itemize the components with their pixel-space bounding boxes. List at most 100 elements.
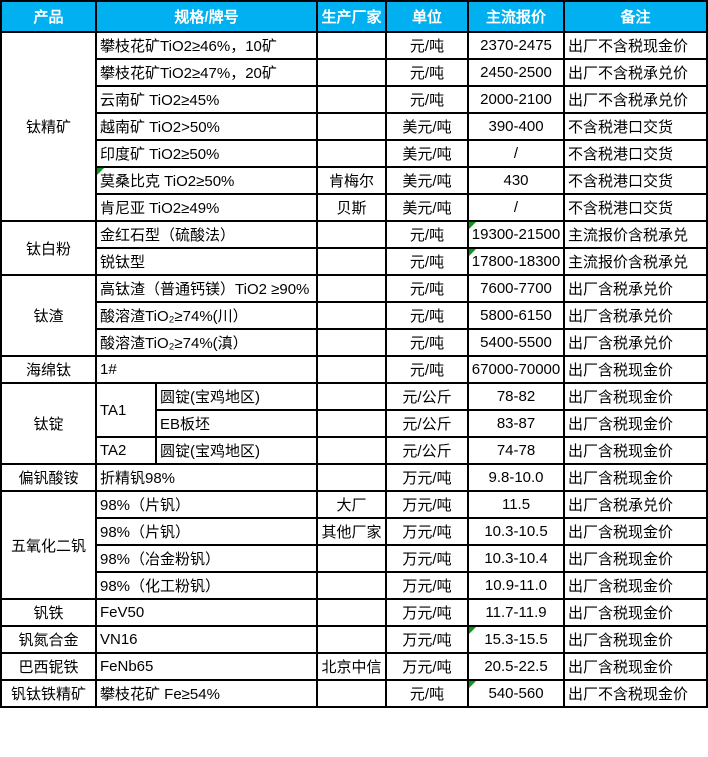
manufacturer-cell[interactable]	[316, 571, 388, 600]
unit-cell[interactable]: 万元/吨	[385, 490, 470, 519]
note-cell[interactable]: 出厂不含税承兑价	[563, 58, 708, 87]
col-header-spec[interactable]: 规格/牌号	[94, 0, 319, 33]
grade-cell[interactable]: TA2	[95, 436, 157, 465]
unit-cell[interactable]: 元/吨	[385, 328, 470, 357]
manufacturer-cell[interactable]: 北京中信	[316, 652, 388, 681]
shape-cell[interactable]: EB板坯	[154, 409, 319, 438]
manufacturer-cell[interactable]	[316, 382, 388, 411]
unit-cell[interactable]: 美元/吨	[385, 166, 470, 195]
manufacturer-cell[interactable]	[316, 436, 388, 465]
note-cell[interactable]: 出厂含税现金价	[563, 382, 708, 411]
price-cell[interactable]: 10.9-11.0	[467, 571, 566, 600]
price-cell[interactable]: 11.5	[467, 490, 566, 519]
manufacturer-cell[interactable]	[316, 463, 388, 492]
manufacturer-cell[interactable]	[316, 301, 388, 330]
manufacturer-cell[interactable]	[316, 409, 388, 438]
note-cell[interactable]: 不含税港口交货	[563, 112, 708, 141]
price-cell[interactable]: 9.8-10.0	[467, 463, 566, 492]
note-cell[interactable]: 不含税港口交货	[563, 193, 708, 222]
unit-cell[interactable]: 万元/吨	[385, 625, 470, 654]
product-cell[interactable]: 钛精矿	[0, 31, 97, 222]
grade-cell[interactable]: TA1	[95, 382, 157, 438]
price-cell[interactable]: 67000-70000	[467, 355, 566, 384]
note-cell[interactable]: 不含税港口交货	[563, 139, 708, 168]
note-cell[interactable]: 主流报价含税承兑	[563, 247, 708, 276]
spec-cell[interactable]: 98%（化工粉钒）	[94, 571, 319, 600]
product-cell[interactable]: 钛白粉	[0, 220, 97, 276]
manufacturer-cell[interactable]	[316, 220, 388, 249]
manufacturer-cell[interactable]	[316, 328, 388, 357]
spec-cell[interactable]: 98%（片钒）	[94, 517, 319, 546]
note-cell[interactable]: 出厂含税现金价	[563, 409, 708, 438]
spec-cell[interactable]: 肯尼亚 TiO2≥49%	[94, 193, 319, 222]
shape-cell[interactable]: 圆锭(宝鸡地区)	[154, 382, 319, 411]
spec-cell[interactable]: 98%（冶金粉钒）	[94, 544, 319, 573]
manufacturer-cell[interactable]	[316, 355, 388, 384]
note-cell[interactable]: 出厂不含税承兑价	[563, 85, 708, 114]
spec-cell[interactable]: 莫桑比克 TiO2≥50%	[94, 166, 319, 195]
note-cell[interactable]: 出厂含税承兑价	[563, 274, 708, 303]
note-cell[interactable]: 出厂含税承兑价	[563, 328, 708, 357]
price-cell[interactable]: 10.3-10.4	[467, 544, 566, 573]
spec-cell[interactable]: FeNb65	[94, 652, 319, 681]
manufacturer-cell[interactable]	[316, 598, 388, 627]
note-cell[interactable]: 出厂含税现金价	[563, 355, 708, 384]
spec-cell[interactable]: 印度矿 TiO2≥50%	[94, 139, 319, 168]
price-cell[interactable]: 540-560	[467, 679, 566, 708]
manufacturer-cell[interactable]: 贝斯	[316, 193, 388, 222]
manufacturer-cell[interactable]	[316, 247, 388, 276]
manufacturer-cell[interactable]: 大厂	[316, 490, 388, 519]
spec-cell[interactable]: 98%（片钒）	[94, 490, 319, 519]
unit-cell[interactable]: 元/公斤	[385, 409, 470, 438]
col-header-price[interactable]: 主流报价	[467, 0, 566, 33]
unit-cell[interactable]: 元/吨	[385, 31, 470, 60]
unit-cell[interactable]: 元/吨	[385, 355, 470, 384]
note-cell[interactable]: 出厂不含税现金价	[563, 31, 708, 60]
product-cell[interactable]: 巴西铌铁	[0, 652, 97, 681]
note-cell[interactable]: 出厂含税现金价	[563, 625, 708, 654]
manufacturer-cell[interactable]	[316, 139, 388, 168]
note-cell[interactable]: 主流报价含税承兑	[563, 220, 708, 249]
price-cell[interactable]: 390-400	[467, 112, 566, 141]
manufacturer-cell[interactable]	[316, 112, 388, 141]
manufacturer-cell[interactable]: 其他厂家	[316, 517, 388, 546]
price-cell[interactable]: 7600-7700	[467, 274, 566, 303]
note-cell[interactable]: 出厂含税现金价	[563, 517, 708, 546]
unit-cell[interactable]: 元/吨	[385, 85, 470, 114]
spec-cell[interactable]: 越南矿 TiO2>50%	[94, 112, 319, 141]
product-cell[interactable]: 五氧化二钒	[0, 490, 97, 600]
spec-cell[interactable]: 酸溶渣TiO₂≥74%(川）	[94, 301, 319, 330]
price-cell[interactable]: 430	[467, 166, 566, 195]
manufacturer-cell[interactable]: 肯梅尔	[316, 166, 388, 195]
col-header-manufacturer[interactable]: 生产厂家	[316, 0, 388, 33]
note-cell[interactable]: 出厂含税现金价	[563, 598, 708, 627]
spec-cell[interactable]: 高钛渣（普通钙镁）TiO2 ≥90%	[94, 274, 319, 303]
col-header-product[interactable]: 产品	[0, 0, 97, 33]
price-cell[interactable]: 15.3-15.5	[467, 625, 566, 654]
price-cell[interactable]: 20.5-22.5	[467, 652, 566, 681]
spec-cell[interactable]: 酸溶渣TiO₂≥74%(滇）	[94, 328, 319, 357]
unit-cell[interactable]: 元/吨	[385, 301, 470, 330]
price-cell[interactable]: 11.7-11.9	[467, 598, 566, 627]
manufacturer-cell[interactable]	[316, 544, 388, 573]
price-cell[interactable]: 78-82	[467, 382, 566, 411]
manufacturer-cell[interactable]	[316, 625, 388, 654]
manufacturer-cell[interactable]	[316, 31, 388, 60]
note-cell[interactable]: 出厂含税承兑价	[563, 301, 708, 330]
price-cell[interactable]: 2450-2500	[467, 58, 566, 87]
spec-cell[interactable]: VN16	[94, 625, 319, 654]
note-cell[interactable]: 不含税港口交货	[563, 166, 708, 195]
price-cell[interactable]: /	[467, 193, 566, 222]
spec-cell[interactable]: 攀枝花矿TiO2≥46%，10矿	[94, 31, 319, 60]
spec-cell[interactable]: 锐钛型	[94, 247, 319, 276]
unit-cell[interactable]: 万元/吨	[385, 571, 470, 600]
manufacturer-cell[interactable]	[316, 679, 388, 708]
manufacturer-cell[interactable]	[316, 274, 388, 303]
col-header-unit[interactable]: 单位	[385, 0, 470, 33]
unit-cell[interactable]: 万元/吨	[385, 517, 470, 546]
note-cell[interactable]: 出厂含税承兑价	[563, 490, 708, 519]
price-cell[interactable]: 5800-6150	[467, 301, 566, 330]
price-cell[interactable]: /	[467, 139, 566, 168]
spec-cell[interactable]: 1#	[94, 355, 319, 384]
manufacturer-cell[interactable]	[316, 58, 388, 87]
